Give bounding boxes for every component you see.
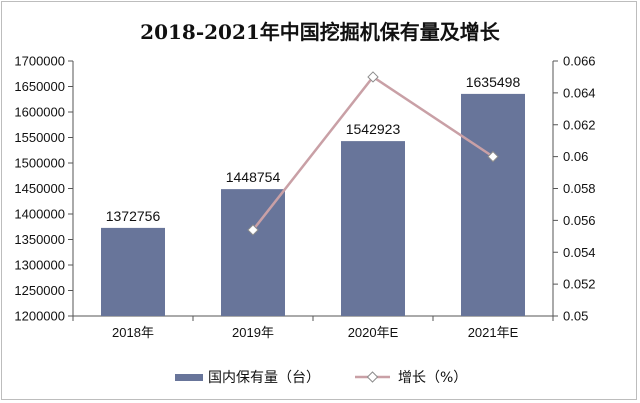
legend: 国内保有量（台） 增长（%） — [175, 370, 467, 386]
left-axis-ticks: 1200000 1250000 1300000 1350000 1400000 14500… — [14, 54, 73, 324]
legend-bar-label: 国内保有量（台） — [208, 370, 320, 386]
legend-line-marker — [366, 371, 379, 383]
x-tick-label: 2018年 — [112, 325, 154, 340]
bar-data-label: 1635498 — [466, 74, 521, 90]
right-tick-label: 0.062 — [563, 117, 596, 132]
bar — [461, 93, 525, 316]
left-tick-label: 1400000 — [14, 207, 65, 222]
left-tick-label: 1450000 — [14, 181, 65, 196]
right-tick-label: 0.066 — [563, 54, 596, 69]
line-series — [247, 71, 499, 236]
right-tick-label: 0.05 — [563, 309, 588, 324]
left-tick-label: 1250000 — [14, 283, 65, 298]
left-tick-label: 1550000 — [14, 130, 65, 145]
x-axis-ticks: 2018年 2019年 2020年E 2021年E — [72, 316, 554, 340]
right-axis-ticks: 0.05 0.052 0.054 0.056 0.058 0.06 0.062 0.064 0.… — [553, 54, 596, 324]
right-tick-label: 0.064 — [563, 85, 596, 100]
legend-line-label: 增长（%） — [398, 370, 467, 386]
bar — [101, 227, 165, 316]
bar — [221, 189, 285, 316]
left-tick-label: 1600000 — [14, 105, 65, 120]
right-tick-label: 0.058 — [563, 181, 596, 196]
bar-data-label: 1448754 — [226, 169, 281, 185]
x-tick-label: 2020年E — [348, 325, 399, 340]
left-tick-label: 1650000 — [14, 79, 65, 94]
growth-point — [367, 71, 379, 83]
left-tick-label: 1350000 — [14, 232, 65, 247]
bar-series — [101, 93, 525, 316]
left-tick-label: 1500000 — [14, 156, 65, 171]
legend-bar-swatch — [175, 374, 203, 381]
chart-title: 2018-2021年中国挖掘机保有量及增长 — [140, 20, 500, 44]
left-tick-label: 1300000 — [14, 258, 65, 273]
growth-point — [247, 224, 259, 236]
right-tick-label: 0.056 — [563, 213, 596, 228]
right-tick-label: 0.054 — [563, 245, 596, 260]
x-tick-label: 2019年 — [232, 325, 274, 340]
right-tick-label: 0.052 — [563, 277, 596, 292]
bar — [341, 141, 405, 316]
bar-data-label: 1542923 — [346, 121, 401, 137]
growth-point — [487, 150, 499, 163]
bar-data-label: 1372756 — [106, 208, 161, 224]
left-tick-label: 1700000 — [14, 54, 65, 69]
bar-data-labels: 1372756 1448754 1542923 1635498 — [106, 74, 521, 224]
right-tick-label: 0.06 — [563, 149, 588, 164]
x-tick-label: 2021年E — [468, 325, 519, 340]
left-tick-label: 1200000 — [14, 309, 65, 324]
